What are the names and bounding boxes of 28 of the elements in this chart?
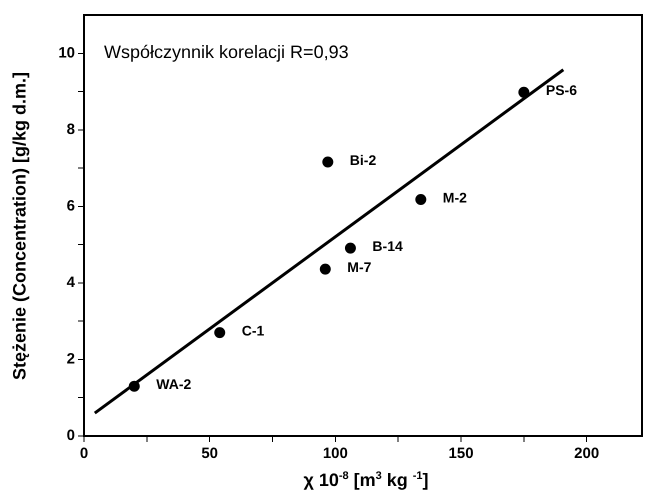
- annotation: Współczynnik korelacji R=0,93: [104, 42, 349, 62]
- point: [344, 242, 356, 254]
- annotation: M-2: [442, 189, 468, 206]
- point: [322, 156, 334, 168]
- y-tick-label: 10: [58, 44, 75, 62]
- point: [214, 327, 226, 338]
- x-tick-label: 150: [448, 445, 474, 462]
- point: [320, 264, 331, 275]
- x-tick-label: 100: [322, 445, 348, 462]
- x-tick-label: 0: [80, 445, 88, 462]
- y-tick-label: 0: [66, 427, 75, 444]
- y-tick-label: 4: [66, 274, 76, 292]
- point: [128, 380, 140, 392]
- annotation: B-14: [372, 238, 403, 254]
- annotation: Bi-2: [350, 152, 376, 168]
- x-axis-title: χ 10$^{-8}$ [m$^{3}$ kg $^{-1}$]: [302, 470, 430, 491]
- point: [518, 86, 530, 98]
- y-axis-title: Stężenie (Concentration) [g/kg d.m.]: [10, 72, 30, 380]
- point: [415, 194, 426, 205]
- y-tick-label: 8: [66, 120, 75, 138]
- annotation: WA-2: [156, 376, 192, 392]
- y-tick-label: 6: [66, 198, 75, 215]
- y-tick-label: 2: [66, 350, 75, 368]
- x-tick-label: 50: [201, 445, 218, 462]
- annotation: PS-6: [546, 82, 578, 98]
- annotation: M-7: [347, 258, 372, 275]
- x-tick-label: 200: [574, 445, 600, 462]
- annotation: C-1: [242, 322, 264, 339]
